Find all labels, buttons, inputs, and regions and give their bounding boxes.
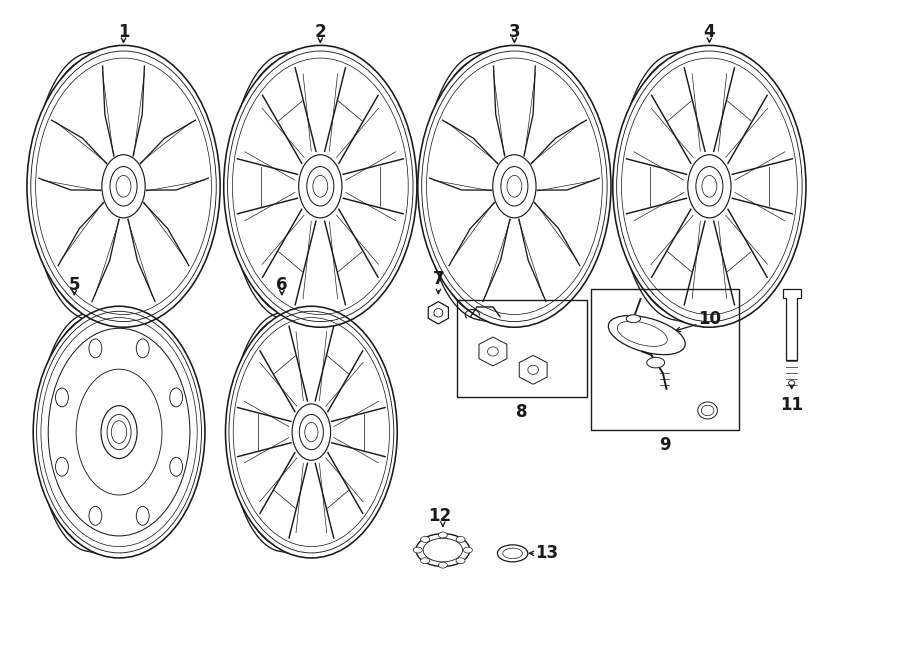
Text: 4: 4 bbox=[704, 23, 716, 41]
Polygon shape bbox=[783, 290, 801, 360]
Text: 10: 10 bbox=[698, 310, 721, 328]
Ellipse shape bbox=[698, 402, 717, 419]
Ellipse shape bbox=[170, 388, 183, 407]
Bar bbox=[591, 290, 739, 430]
Ellipse shape bbox=[418, 46, 611, 327]
Ellipse shape bbox=[501, 167, 528, 206]
Ellipse shape bbox=[56, 457, 68, 476]
Polygon shape bbox=[519, 356, 547, 384]
Ellipse shape bbox=[136, 506, 149, 525]
Text: 5: 5 bbox=[68, 276, 80, 293]
Text: 1: 1 bbox=[118, 23, 130, 41]
Ellipse shape bbox=[456, 537, 465, 543]
Ellipse shape bbox=[626, 315, 641, 323]
Ellipse shape bbox=[102, 155, 145, 218]
Ellipse shape bbox=[788, 381, 795, 385]
Text: 7: 7 bbox=[433, 270, 445, 288]
Ellipse shape bbox=[226, 306, 397, 558]
Text: 12: 12 bbox=[428, 507, 451, 525]
Ellipse shape bbox=[493, 155, 536, 218]
Polygon shape bbox=[428, 301, 448, 324]
Ellipse shape bbox=[101, 406, 137, 459]
Ellipse shape bbox=[299, 155, 342, 218]
Text: 6: 6 bbox=[276, 276, 288, 293]
Ellipse shape bbox=[498, 545, 527, 562]
Ellipse shape bbox=[136, 339, 149, 358]
Ellipse shape bbox=[170, 457, 183, 476]
Ellipse shape bbox=[110, 167, 137, 206]
Ellipse shape bbox=[464, 547, 472, 553]
Ellipse shape bbox=[89, 506, 102, 525]
Ellipse shape bbox=[116, 175, 131, 197]
Ellipse shape bbox=[688, 155, 731, 218]
Ellipse shape bbox=[56, 388, 68, 407]
Ellipse shape bbox=[33, 306, 205, 558]
Ellipse shape bbox=[313, 175, 328, 197]
Text: 8: 8 bbox=[517, 403, 527, 421]
Ellipse shape bbox=[305, 422, 318, 442]
Ellipse shape bbox=[300, 414, 323, 449]
Ellipse shape bbox=[647, 358, 665, 368]
Ellipse shape bbox=[89, 339, 102, 358]
Text: 2: 2 bbox=[314, 23, 326, 41]
Ellipse shape bbox=[420, 537, 429, 543]
Text: 9: 9 bbox=[660, 436, 670, 453]
Ellipse shape bbox=[608, 315, 685, 355]
Bar bbox=[457, 300, 587, 397]
Polygon shape bbox=[479, 337, 507, 366]
Ellipse shape bbox=[413, 547, 422, 553]
Ellipse shape bbox=[224, 46, 417, 327]
Ellipse shape bbox=[438, 563, 447, 568]
Ellipse shape bbox=[27, 46, 220, 327]
Ellipse shape bbox=[416, 533, 470, 566]
Ellipse shape bbox=[613, 46, 806, 327]
Text: 3: 3 bbox=[508, 23, 520, 41]
Ellipse shape bbox=[307, 167, 334, 206]
Ellipse shape bbox=[507, 175, 522, 197]
Ellipse shape bbox=[292, 404, 330, 460]
Text: 13: 13 bbox=[535, 545, 558, 563]
Ellipse shape bbox=[456, 558, 465, 564]
Ellipse shape bbox=[438, 532, 447, 538]
Ellipse shape bbox=[420, 558, 429, 564]
Ellipse shape bbox=[702, 175, 716, 197]
Text: 11: 11 bbox=[780, 395, 803, 414]
Ellipse shape bbox=[696, 167, 723, 206]
